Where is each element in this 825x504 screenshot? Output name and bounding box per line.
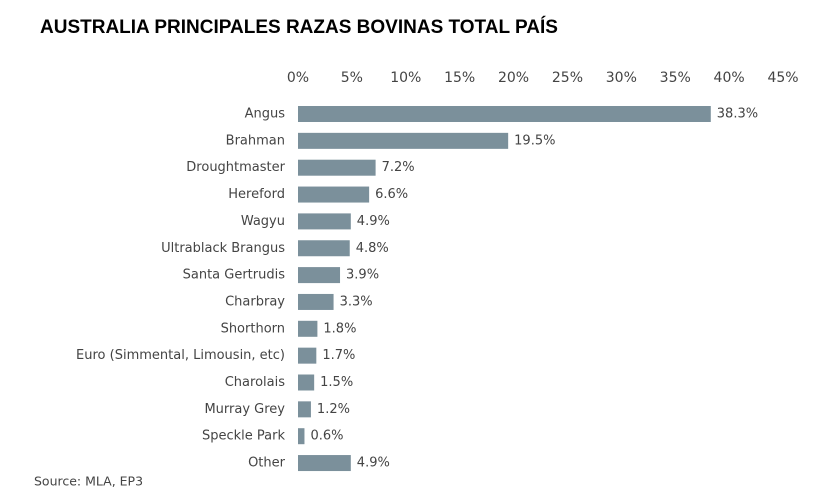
chart-title: AUSTRALIA PRINCIPALES RAZAS BOVINAS TOTA… [40, 16, 558, 38]
data-label: 4.8% [356, 241, 389, 256]
y-tick-label: Ultrablack Brangus [161, 241, 285, 256]
x-tick-label: 5% [341, 70, 363, 86]
bar [298, 320, 318, 337]
y-tick-label: Droughtmaster [186, 160, 285, 175]
source-note: Source: MLA, EP3 [34, 474, 143, 489]
y-tick-label: Santa Gertrudis [183, 268, 286, 283]
bar [298, 293, 334, 310]
y-tick-label: Other [248, 456, 286, 471]
data-label: 1.7% [322, 348, 355, 363]
data-label: 19.5% [514, 133, 555, 148]
x-tick-label: 20% [498, 70, 529, 86]
y-tick-label: Hereford [228, 187, 285, 202]
y-tick-label: Speckle Park [202, 429, 285, 444]
data-label: 1.2% [317, 402, 350, 417]
bar [298, 159, 376, 176]
x-tick-label: 45% [767, 70, 798, 86]
bar [298, 213, 351, 230]
bar [298, 401, 311, 418]
bar [298, 455, 351, 472]
x-tick-label: 15% [444, 70, 475, 86]
bar [298, 132, 509, 149]
bar [298, 428, 305, 445]
y-tick-label: Charbray [225, 294, 285, 309]
data-label: 3.9% [346, 268, 379, 283]
y-tick-label: Murray Grey [204, 402, 285, 417]
y-tick-label: Shorthorn [221, 321, 285, 336]
y-tick-label: Charolais [225, 375, 285, 390]
x-tick-label: 10% [390, 70, 421, 86]
x-tick-label: 0% [287, 70, 309, 86]
y-tick-label: Brahman [226, 133, 285, 148]
bar [298, 347, 317, 364]
data-label: 0.6% [310, 429, 343, 444]
data-label: 4.9% [357, 214, 390, 229]
x-tick-label: 35% [660, 70, 691, 86]
data-label: 7.2% [382, 160, 415, 175]
y-tick-label: Euro (Simmental, Limousin, etc) [76, 348, 285, 363]
x-tick-label: 30% [606, 70, 637, 86]
data-label: 3.3% [340, 294, 373, 309]
y-tick-label: Wagyu [241, 214, 285, 229]
bar [298, 374, 315, 391]
bar [298, 186, 370, 203]
data-label: 1.8% [323, 321, 356, 336]
x-tick-label: 40% [714, 70, 745, 86]
data-label: 38.3% [717, 107, 758, 122]
bar [298, 106, 711, 122]
data-label: 6.6% [375, 187, 408, 202]
data-label: 4.9% [357, 456, 390, 471]
x-tick-label: 25% [552, 70, 583, 86]
bar [298, 267, 341, 284]
y-tick-label: Angus [245, 107, 286, 122]
data-label: 1.5% [320, 375, 353, 390]
bar [298, 240, 350, 257]
